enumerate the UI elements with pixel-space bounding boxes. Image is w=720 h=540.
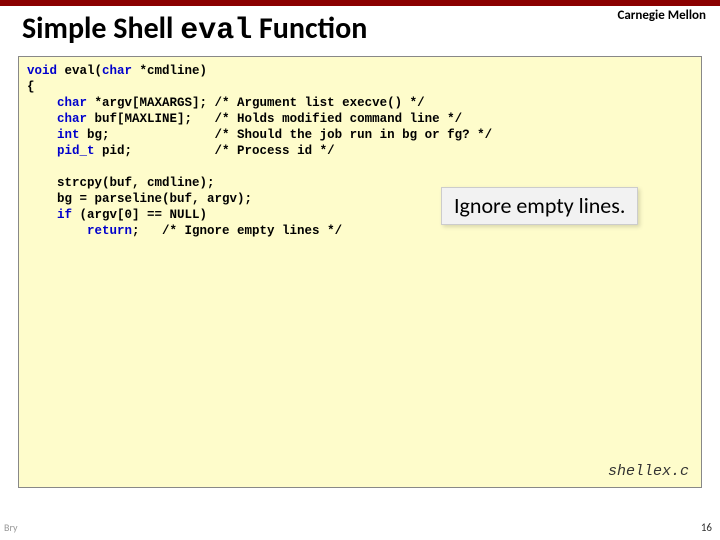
code: ; /* Ignore empty lines */	[132, 224, 342, 238]
title-mono: eval	[180, 14, 252, 48]
sp	[27, 144, 57, 158]
callout-ignore-empty: Ignore empty lines.	[441, 187, 638, 225]
page-number: 16	[701, 521, 712, 534]
sp	[27, 176, 57, 190]
footer-left: Bry	[4, 521, 18, 534]
sp	[27, 96, 57, 110]
sp	[27, 128, 57, 142]
code: eval(	[57, 64, 102, 78]
code: bg = parseline(buf, argv);	[57, 192, 252, 206]
kw: return	[87, 224, 132, 238]
code: (argv[0] == NULL)	[72, 208, 207, 222]
kw: int	[57, 128, 80, 142]
university-label: Carnegie Mellon	[617, 8, 706, 23]
title-pre: Simple Shell	[22, 10, 180, 47]
kw: char	[102, 64, 132, 78]
source-filename: shellex.c	[608, 462, 689, 481]
code: *argv[MAXARGS]; /* Argument list execve(…	[87, 96, 425, 110]
sp	[27, 224, 87, 238]
sp	[27, 192, 57, 206]
code: strcpy(buf, cmdline);	[57, 176, 215, 190]
code: *cmdline)	[132, 64, 207, 78]
code: buf[MAXLINE]; /* Holds modified command …	[87, 112, 462, 126]
code: {	[27, 80, 35, 94]
kw: if	[57, 208, 72, 222]
title-post: Function	[252, 10, 367, 47]
sp	[27, 208, 57, 222]
kw: pid_t	[57, 144, 95, 158]
kw: void	[27, 64, 57, 78]
sp	[27, 112, 57, 126]
kw: char	[57, 96, 87, 110]
slide-title: Simple Shell eval Function	[0, 6, 720, 56]
kw: char	[57, 112, 87, 126]
code: bg; /* Should the job run in bg or fg? *…	[80, 128, 493, 142]
code-box: void eval(char *cmdline) { char *argv[MA…	[18, 56, 702, 488]
code: pid; /* Process id */	[95, 144, 335, 158]
